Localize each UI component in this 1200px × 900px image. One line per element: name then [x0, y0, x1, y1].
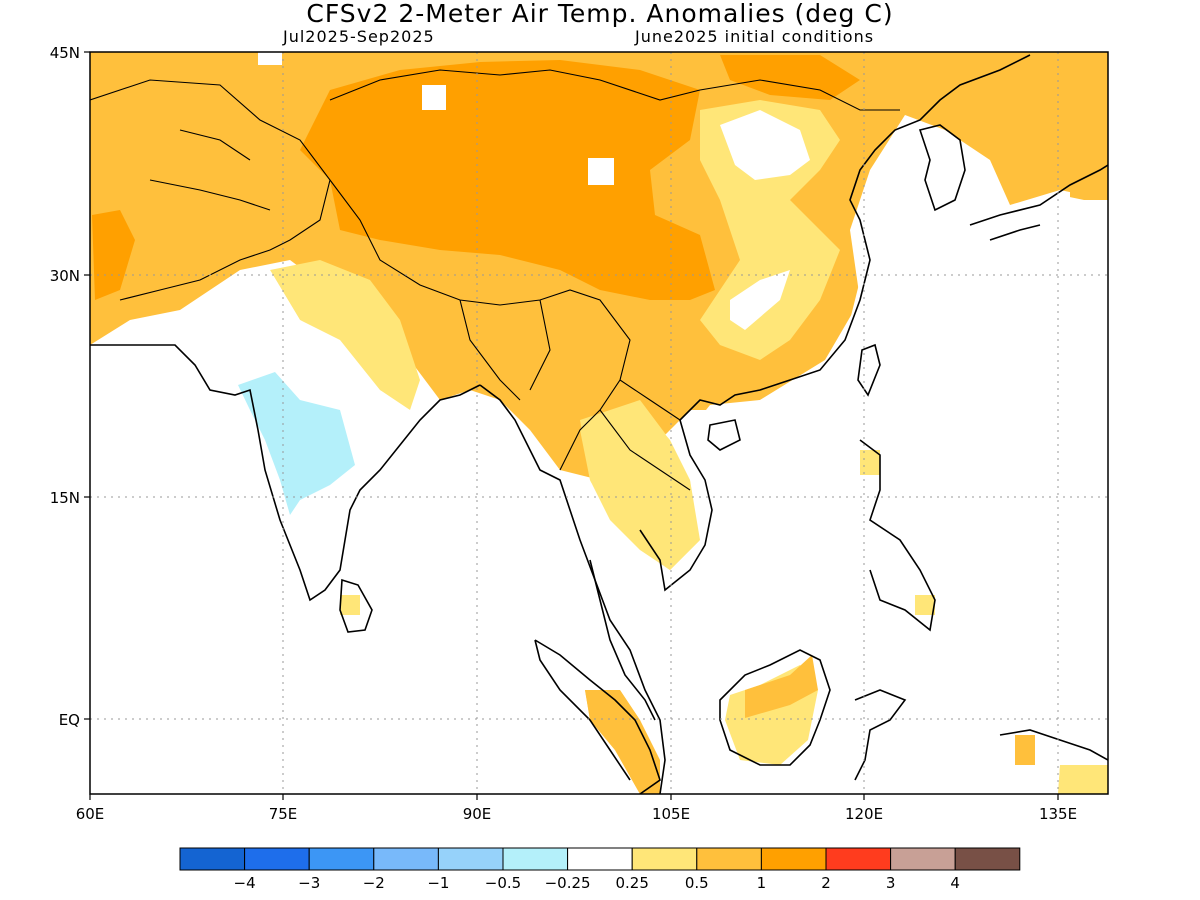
colorbar-swatch — [502, 847, 569, 871]
colorbar-label: −1 — [427, 874, 449, 892]
lon-label-60e: 60E — [76, 805, 105, 823]
coastline-hainan — [707, 419, 741, 451]
colorbar-swatch — [825, 847, 892, 871]
anomaly-region-1-2 — [720, 55, 860, 100]
colorbar-swatch — [631, 847, 698, 871]
anomaly-region-0.5-1 — [745, 655, 818, 718]
coastline-sulawesi — [854, 689, 907, 781]
anomaly-region-0.5-1 — [1070, 155, 1108, 200]
anomaly-region-0.5-1 — [1015, 735, 1035, 765]
initial-conditions: June2025 initial conditions — [635, 27, 875, 46]
boundary — [149, 129, 271, 211]
colorbar-label: 0.25 — [615, 874, 648, 892]
gridlines — [90, 52, 1108, 794]
coastline-korea — [918, 124, 966, 212]
coastline-malay — [589, 559, 656, 721]
near-zero-region — [720, 110, 810, 180]
near-zero-region — [730, 270, 790, 330]
colorbar-swatch — [760, 847, 827, 871]
boundary — [599, 379, 691, 491]
colorbar-swatch — [308, 847, 375, 871]
coastlines — [90, 54, 1108, 794]
coastline-taiwan — [857, 343, 881, 397]
anomaly-region-1-2 — [300, 60, 715, 300]
map-title: CFSv2 2-Meter Air Temp. Anomalies (deg C… — [306, 0, 894, 28]
colorbar-label: −2 — [363, 874, 385, 892]
lat-label-eq: EQ — [59, 711, 80, 729]
colorbar-swatch — [244, 847, 310, 871]
colorbar-swatch — [890, 847, 956, 871]
boundary — [329, 69, 900, 111]
colorbar-label: −4 — [234, 874, 256, 892]
tick-marks — [84, 51, 1059, 800]
anomaly-region-0.25-0.5 — [270, 260, 420, 410]
boundary — [90, 79, 331, 301]
colorbar-label: −0.5 — [485, 874, 521, 892]
colorbar-label: −0.25 — [545, 874, 591, 892]
map-frame — [89, 51, 1109, 795]
anomaly-fields — [90, 52, 1108, 794]
coastline-newguinea — [999, 729, 1108, 761]
lat-label-15n: 15N — [50, 489, 80, 507]
lon-label-105e: 105E — [652, 805, 690, 823]
anomaly-region-0.5-1 — [585, 690, 660, 794]
lat-label-45n: 45N — [50, 44, 80, 62]
colorbar-swatch — [567, 847, 633, 871]
coastline-sumatra — [534, 639, 661, 794]
lon-label-75e: 75E — [269, 805, 298, 823]
near-zero-region — [90, 125, 1108, 794]
colorbar-swatch — [437, 847, 504, 871]
near-zero-region — [422, 85, 446, 110]
colorbar-swatch — [954, 847, 1021, 871]
anomaly-region-0.25-0.5 — [860, 450, 880, 475]
colorbar-label: 3 — [886, 874, 896, 892]
forecast-period: Jul2025-Sep2025 — [283, 27, 435, 46]
coastline-indochina — [639, 54, 1031, 592]
near-zero-region — [258, 52, 282, 65]
colorbar-label: 0.5 — [685, 874, 709, 892]
coastline-bay-of-bengal — [479, 384, 666, 794]
coastline-borneo — [719, 649, 831, 766]
lon-label-90e: 90E — [463, 805, 492, 823]
colorbar-label: −3 — [298, 874, 320, 892]
anomaly-region-1-2 — [92, 210, 135, 300]
colorbar-label: 1 — [757, 874, 767, 892]
colorbar-swatch — [179, 847, 246, 871]
near-zero-region — [588, 158, 614, 185]
anomaly-region-0.25-0.5 — [580, 405, 700, 570]
colorbar-label: 4 — [950, 874, 960, 892]
colorbar-swatch — [696, 847, 762, 871]
anomaly-region-0.25-0.5 — [1058, 765, 1108, 794]
coastline-srilanka — [339, 578, 373, 633]
colorbar: −4 −3 −2 −1 −0.5 −0.25 0.25 0.5 1 2 3 4 — [179, 847, 1021, 892]
lat-label-30n: 30N — [50, 267, 80, 285]
colorbar-swatch — [373, 847, 439, 871]
coastline-philippines — [859, 439, 936, 632]
lon-label-135e: 135E — [1039, 805, 1077, 823]
lon-label-120e: 120E — [845, 805, 883, 823]
anomaly-region-0.25-0.5 — [340, 595, 360, 615]
coastline-india — [90, 344, 481, 602]
colorbar-label: 2 — [821, 874, 831, 892]
boundary — [329, 179, 631, 471]
anomaly-region-0.25-0.5 — [915, 595, 935, 615]
coastline-japan — [969, 164, 1108, 241]
political-boundaries — [90, 69, 900, 491]
anomaly-region-neg0.5-neg0.25 — [238, 372, 355, 515]
boundary — [459, 299, 551, 401]
